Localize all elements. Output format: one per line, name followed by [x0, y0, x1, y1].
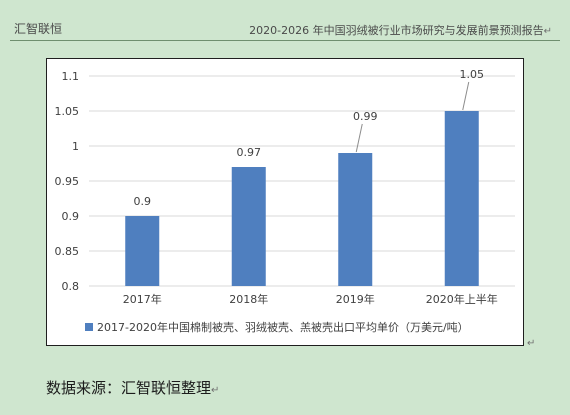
legend-swatch	[85, 323, 93, 331]
x-tick-label: 2020年上半年	[426, 292, 498, 306]
y-tick-label: 1.1	[62, 70, 80, 83]
x-tick-label: 2018年	[229, 292, 268, 306]
header-divider	[10, 40, 560, 41]
header-company-name: 汇智联恒	[14, 22, 63, 36]
bar	[444, 111, 479, 286]
y-tick-label: 1	[72, 140, 79, 153]
bar-chart: 0.8 0.85 0.9 0.95 1 1.05 1.1 2017年 0.9 2018年 0.97 2…	[55, 68, 515, 334]
data-label: 0.9	[134, 195, 152, 208]
y-tick-label: 0.9	[62, 210, 80, 223]
data-label: 0.97	[237, 146, 262, 159]
paragraph-mark: ↵	[527, 338, 536, 349]
y-tick-label: 0.8	[62, 280, 80, 293]
legend-label: 2017-2020年中国棉制被壳、羽绒被壳、羔被壳出口平均单价（万美元/吨）	[97, 320, 469, 334]
bar	[338, 153, 373, 286]
data-label: 0.99	[353, 110, 378, 123]
chart-container: 0.8 0.85 0.9 0.95 1 1.05 1.1 2017年 0.9 2018年 0.97 2…	[46, 58, 524, 346]
bar	[231, 167, 266, 286]
x-tick-label: 2019年	[336, 292, 375, 306]
paragraph-mark: ↵	[211, 385, 220, 396]
header-report-title-text: 2020-2026 年中国羽绒被行业市场研究与发展前景预测报告	[249, 24, 544, 37]
bar	[125, 216, 160, 286]
source-text: 数据来源：汇智联恒整理	[46, 379, 212, 397]
data-label: 1.05	[460, 68, 485, 81]
source-note: 数据来源：汇智联恒整理↵	[46, 377, 219, 398]
data-label-leader	[355, 123, 363, 153]
data-label-leader	[462, 81, 470, 111]
header-report-title: 2020-2026 年中国羽绒被行业市场研究与发展前景预测报告↵	[249, 22, 552, 38]
x-tick-label: 2017年	[123, 292, 162, 306]
y-tick-label: 0.85	[55, 245, 80, 258]
paragraph-mark: ↵	[543, 26, 552, 37]
y-tick-label: 0.95	[55, 175, 80, 188]
y-tick-label: 1.05	[55, 105, 80, 118]
